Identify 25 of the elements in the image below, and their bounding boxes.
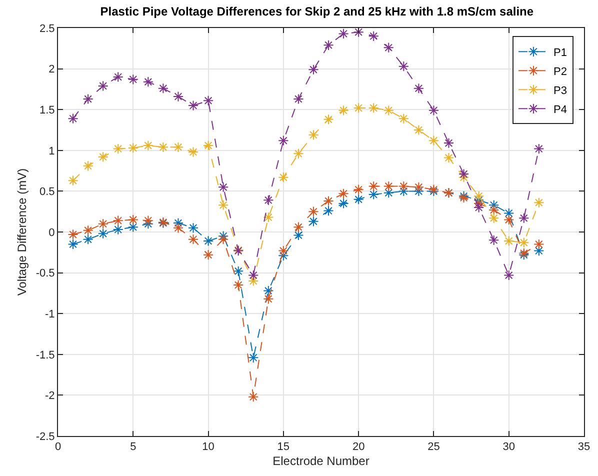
x-tick-label: 20	[352, 441, 365, 454]
y-tick-label: 2.5	[40, 22, 55, 35]
y-tick-label: 1	[48, 145, 55, 158]
x-tick-label: 15	[277, 441, 290, 454]
y-tick-label: 0.5	[40, 186, 55, 198]
x-tick-label: 35	[578, 441, 590, 454]
x-tick-label: 5	[130, 441, 136, 454]
chart-title: Plastic Pipe Voltage Differences for Skip 2 and 25 kHz with 1.8 mS/cm saline	[100, 4, 534, 19]
y-tick-label: 2	[48, 64, 55, 76]
x-tick-label: 10	[202, 441, 214, 454]
y-tick-label: -1.5	[36, 349, 55, 362]
y-tick-label: -2.5	[36, 430, 55, 443]
y-tick-label: -1	[45, 308, 55, 320]
y-axis-title: Voltage Difference (mV)	[15, 168, 30, 296]
legend-label: P3	[553, 84, 567, 97]
y-tick-label: -0.5	[36, 268, 55, 280]
y-tick-label: 1.5	[40, 104, 55, 116]
legend-label: P1	[553, 46, 567, 59]
y-tick-label: -2	[45, 390, 55, 402]
x-tick-label: 30	[502, 441, 515, 454]
legend-label: P4	[553, 104, 567, 116]
x-tick-label: 25	[428, 441, 440, 454]
legend-label: P2	[553, 66, 567, 78]
y-tick-label: 0	[48, 226, 55, 239]
x-axis-title: Electrode Number	[272, 454, 370, 468]
